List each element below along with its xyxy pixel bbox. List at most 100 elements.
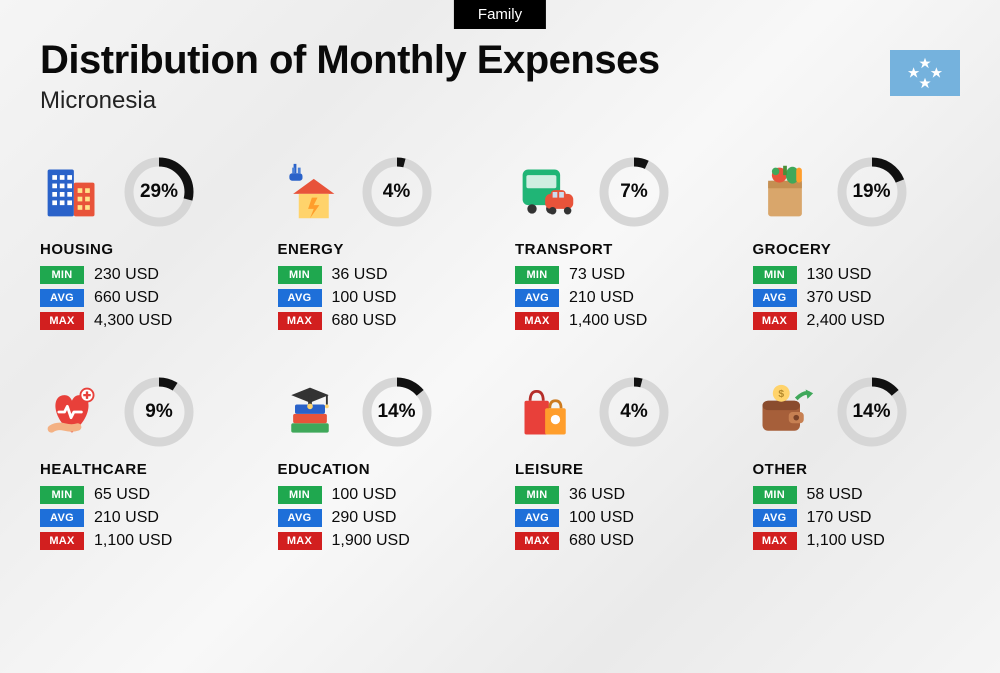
min-value: 58 USD (807, 486, 863, 504)
avg-value: 290 USD (332, 509, 397, 527)
stat-avg: AVG 100 USD (515, 509, 723, 527)
percent-ring: 29% (122, 155, 196, 229)
min-badge: MIN (753, 266, 797, 284)
min-badge: MIN (515, 266, 559, 284)
expense-card-housing: 29% HOUSING MIN 230 USD AVG 660 USD MAX … (40, 155, 248, 335)
page-subtitle: Micronesia (40, 87, 960, 115)
stat-avg: AVG 660 USD (40, 289, 248, 307)
avg-badge: AVG (40, 509, 84, 527)
percent-ring: 7% (597, 155, 671, 229)
stat-max: MAX 680 USD (278, 312, 486, 330)
category-name: HEALTHCARE (40, 461, 248, 478)
expense-card-healthcare: 9% HEALTHCARE MIN 65 USD AVG 210 USD MAX… (40, 375, 248, 555)
expense-card-grocery: 19% GROCERY MIN 130 USD AVG 370 USD MAX … (753, 155, 961, 335)
min-badge: MIN (515, 486, 559, 504)
avg-value: 370 USD (807, 289, 872, 307)
max-badge: MAX (40, 312, 84, 330)
min-badge: MIN (278, 486, 322, 504)
stat-min: MIN 73 USD (515, 266, 723, 284)
percent-ring: 14% (360, 375, 434, 449)
max-badge: MAX (753, 532, 797, 550)
percent-label: 29% (122, 155, 196, 229)
category-badge: Family (454, 0, 546, 29)
stat-max: MAX 4,300 USD (40, 312, 248, 330)
expense-card-education: 14% EDUCATION MIN 100 USD AVG 290 USD MA… (278, 375, 486, 555)
avg-badge: AVG (515, 509, 559, 527)
grad-books-icon (278, 380, 342, 444)
energy-house-icon (278, 160, 342, 224)
stat-max: MAX 1,100 USD (753, 532, 961, 550)
percent-ring: 19% (835, 155, 909, 229)
stat-min: MIN 65 USD (40, 486, 248, 504)
stat-avg: AVG 100 USD (278, 289, 486, 307)
buildings-icon (40, 160, 104, 224)
percent-label: 9% (122, 375, 196, 449)
bus-car-icon (515, 160, 579, 224)
expense-card-leisure: 4% LEISURE MIN 36 USD AVG 100 USD MAX 68… (515, 375, 723, 555)
stat-avg: AVG 170 USD (753, 509, 961, 527)
category-name: EDUCATION (278, 461, 486, 478)
avg-badge: AVG (515, 289, 559, 307)
category-name: HOUSING (40, 241, 248, 258)
max-value: 1,100 USD (807, 532, 885, 550)
avg-badge: AVG (278, 509, 322, 527)
percent-ring: 4% (597, 375, 671, 449)
percent-label: 14% (360, 375, 434, 449)
max-badge: MAX (278, 532, 322, 550)
stat-min: MIN 58 USD (753, 486, 961, 504)
shopping-bags-icon (515, 380, 579, 444)
min-value: 73 USD (569, 266, 625, 284)
avg-value: 210 USD (94, 509, 159, 527)
stat-avg: AVG 210 USD (40, 509, 248, 527)
category-name: ENERGY (278, 241, 486, 258)
min-value: 65 USD (94, 486, 150, 504)
percent-ring: 4% (360, 155, 434, 229)
stat-min: MIN 230 USD (40, 266, 248, 284)
stat-min: MIN 36 USD (515, 486, 723, 504)
category-name: OTHER (753, 461, 961, 478)
max-badge: MAX (515, 312, 559, 330)
wallet-arrow-icon: $ (753, 380, 817, 444)
avg-value: 170 USD (807, 509, 872, 527)
healthcare-heart-icon (40, 380, 104, 444)
page-title: Distribution of Monthly Expenses (40, 38, 960, 83)
expense-card-transport: 7% TRANSPORT MIN 73 USD AVG 210 USD MAX … (515, 155, 723, 335)
stat-avg: AVG 210 USD (515, 289, 723, 307)
max-badge: MAX (278, 312, 322, 330)
stat-max: MAX 680 USD (515, 532, 723, 550)
expense-card-energy: 4% ENERGY MIN 36 USD AVG 100 USD MAX 680… (278, 155, 486, 335)
stat-avg: AVG 370 USD (753, 289, 961, 307)
avg-badge: AVG (40, 289, 84, 307)
min-value: 100 USD (332, 486, 397, 504)
percent-label: 4% (597, 375, 671, 449)
percent-label: 19% (835, 155, 909, 229)
expense-grid: 29% HOUSING MIN 230 USD AVG 660 USD MAX … (40, 155, 960, 555)
avg-badge: AVG (753, 289, 797, 307)
expense-card-other: $ 14% OTHER MIN 58 USD AVG 170 USD MAX 1… (753, 375, 961, 555)
max-value: 1,400 USD (569, 312, 647, 330)
stat-min: MIN 130 USD (753, 266, 961, 284)
min-value: 36 USD (332, 266, 388, 284)
percent-ring: 9% (122, 375, 196, 449)
percent-ring: 14% (835, 375, 909, 449)
min-badge: MIN (40, 486, 84, 504)
max-badge: MAX (753, 312, 797, 330)
min-badge: MIN (278, 266, 322, 284)
avg-badge: AVG (278, 289, 322, 307)
category-name: LEISURE (515, 461, 723, 478)
percent-label: 7% (597, 155, 671, 229)
min-value: 36 USD (569, 486, 625, 504)
min-badge: MIN (40, 266, 84, 284)
min-value: 230 USD (94, 266, 159, 284)
max-value: 1,900 USD (332, 532, 410, 550)
percent-label: 14% (835, 375, 909, 449)
stat-max: MAX 2,400 USD (753, 312, 961, 330)
max-value: 2,400 USD (807, 312, 885, 330)
max-value: 4,300 USD (94, 312, 172, 330)
min-badge: MIN (753, 486, 797, 504)
avg-value: 210 USD (569, 289, 634, 307)
max-value: 680 USD (332, 312, 397, 330)
avg-value: 100 USD (332, 289, 397, 307)
stat-min: MIN 100 USD (278, 486, 486, 504)
svg-text:$: $ (778, 389, 784, 400)
